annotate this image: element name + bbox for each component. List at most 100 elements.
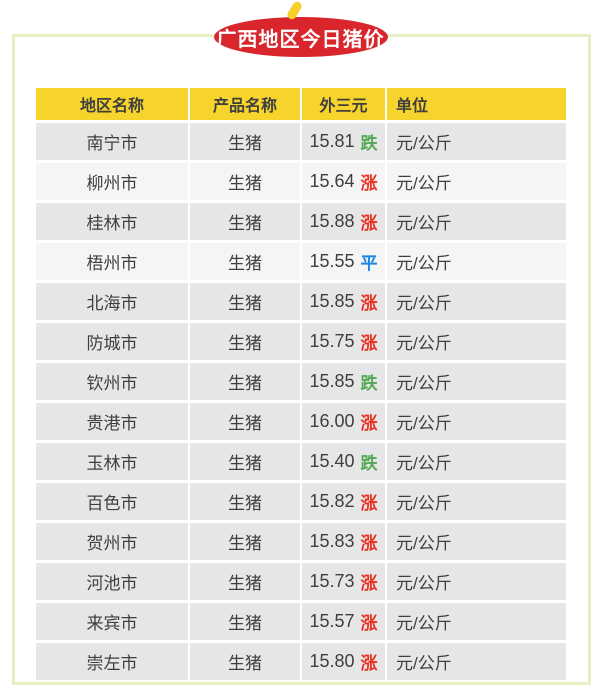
price-value: 15.55 xyxy=(309,251,355,271)
product-cell: 生猪 xyxy=(190,643,300,680)
price-table: 地区名称 产品名称 外三元 单位 南宁市 生猪 15.81 跌 元/公斤 柳州市… xyxy=(36,88,566,683)
price-cell: 15.81 跌 xyxy=(302,123,385,160)
table-row: 贵港市 生猪 16.00 涨 元/公斤 xyxy=(36,403,566,440)
region-cell: 贺州市 xyxy=(36,523,188,560)
price-value: 15.82 xyxy=(309,491,355,511)
price-value: 15.88 xyxy=(309,211,355,231)
table-row: 贺州市 生猪 15.83 涨 元/公斤 xyxy=(36,523,566,560)
trend-label: 跌 xyxy=(360,374,378,393)
trend-label: 跌 xyxy=(360,454,378,473)
table-row: 桂林市 生猪 15.88 涨 元/公斤 xyxy=(36,203,566,240)
table-body: 南宁市 生猪 15.81 跌 元/公斤 柳州市 生猪 15.64 涨 元/公斤 … xyxy=(36,123,566,680)
price-value: 16.00 xyxy=(309,411,355,431)
price-cell: 15.80 涨 xyxy=(302,643,385,680)
trend-label: 平 xyxy=(360,254,378,273)
unit-cell: 元/公斤 xyxy=(387,523,566,560)
product-cell: 生猪 xyxy=(190,523,300,560)
region-cell: 钦州市 xyxy=(36,363,188,400)
price-value: 15.75 xyxy=(309,331,355,351)
unit-cell: 元/公斤 xyxy=(387,443,566,480)
price-cell: 15.85 涨 xyxy=(302,283,385,320)
table-row: 崇左市 生猪 15.80 涨 元/公斤 xyxy=(36,643,566,680)
product-cell: 生猪 xyxy=(190,363,300,400)
product-cell: 生猪 xyxy=(190,403,300,440)
unit-cell: 元/公斤 xyxy=(387,243,566,280)
header-cell-region: 地区名称 xyxy=(36,88,188,120)
header-cell-unit: 单位 xyxy=(387,88,566,120)
unit-cell: 元/公斤 xyxy=(387,283,566,320)
trend-label: 涨 xyxy=(360,534,378,553)
product-cell: 生猪 xyxy=(190,163,300,200)
region-cell: 柳州市 xyxy=(36,163,188,200)
price-value: 15.85 xyxy=(309,291,355,311)
table-row: 河池市 生猪 15.73 涨 元/公斤 xyxy=(36,563,566,600)
table-row: 北海市 生猪 15.85 涨 元/公斤 xyxy=(36,283,566,320)
price-cell: 15.73 涨 xyxy=(302,563,385,600)
region-cell: 来宾市 xyxy=(36,603,188,640)
unit-cell: 元/公斤 xyxy=(387,203,566,240)
price-value: 15.80 xyxy=(309,651,355,671)
table-row: 柳州市 生猪 15.64 涨 元/公斤 xyxy=(36,163,566,200)
price-cell: 15.55 平 xyxy=(302,243,385,280)
price-value: 15.81 xyxy=(309,131,355,151)
price-value: 15.73 xyxy=(309,571,355,591)
price-value: 15.85 xyxy=(309,371,355,391)
product-cell: 生猪 xyxy=(190,483,300,520)
trend-label: 涨 xyxy=(360,294,378,313)
page-title-badge: 广西地区今日猪价 xyxy=(213,17,388,57)
region-cell: 崇左市 xyxy=(36,643,188,680)
page-title: 广西地区今日猪价 xyxy=(216,28,385,51)
product-cell: 生猪 xyxy=(190,123,300,160)
trend-label: 涨 xyxy=(360,574,378,593)
product-cell: 生猪 xyxy=(190,603,300,640)
region-cell: 北海市 xyxy=(36,283,188,320)
trend-label: 涨 xyxy=(360,494,378,513)
price-cell: 15.57 涨 xyxy=(302,603,385,640)
price-value: 15.83 xyxy=(309,531,355,551)
price-cell: 15.64 涨 xyxy=(302,163,385,200)
trend-label: 涨 xyxy=(360,334,378,353)
trend-label: 涨 xyxy=(360,654,378,673)
trend-label: 涨 xyxy=(360,614,378,633)
table-row: 钦州市 生猪 15.85 跌 元/公斤 xyxy=(36,363,566,400)
trend-label: 涨 xyxy=(360,174,378,193)
table-row: 来宾市 生猪 15.57 涨 元/公斤 xyxy=(36,603,566,640)
table-header-row: 地区名称 产品名称 外三元 单位 xyxy=(36,88,566,120)
region-cell: 桂林市 xyxy=(36,203,188,240)
price-cell: 15.40 跌 xyxy=(302,443,385,480)
price-value: 15.40 xyxy=(309,451,355,471)
region-cell: 南宁市 xyxy=(36,123,188,160)
header-cell-product: 产品名称 xyxy=(190,88,300,120)
table-row: 玉林市 生猪 15.40 跌 元/公斤 xyxy=(36,443,566,480)
product-cell: 生猪 xyxy=(190,243,300,280)
price-cell: 15.75 涨 xyxy=(302,323,385,360)
table-row: 梧州市 生猪 15.55 平 元/公斤 xyxy=(36,243,566,280)
unit-cell: 元/公斤 xyxy=(387,323,566,360)
price-cell: 15.82 涨 xyxy=(302,483,385,520)
region-cell: 百色市 xyxy=(36,483,188,520)
unit-cell: 元/公斤 xyxy=(387,643,566,680)
region-cell: 玉林市 xyxy=(36,443,188,480)
header-cell-price: 外三元 xyxy=(302,88,385,120)
unit-cell: 元/公斤 xyxy=(387,163,566,200)
product-cell: 生猪 xyxy=(190,443,300,480)
region-cell: 贵港市 xyxy=(36,403,188,440)
price-value: 15.57 xyxy=(309,611,355,631)
table-row: 防城市 生猪 15.75 涨 元/公斤 xyxy=(36,323,566,360)
product-cell: 生猪 xyxy=(190,563,300,600)
unit-cell: 元/公斤 xyxy=(387,363,566,400)
table-row: 百色市 生猪 15.82 涨 元/公斤 xyxy=(36,483,566,520)
region-cell: 梧州市 xyxy=(36,243,188,280)
trend-label: 跌 xyxy=(360,134,378,153)
price-value: 15.64 xyxy=(309,171,355,191)
trend-label: 涨 xyxy=(360,214,378,233)
unit-cell: 元/公斤 xyxy=(387,403,566,440)
unit-cell: 元/公斤 xyxy=(387,483,566,520)
table-row: 南宁市 生猪 15.81 跌 元/公斤 xyxy=(36,123,566,160)
unit-cell: 元/公斤 xyxy=(387,603,566,640)
price-cell: 16.00 涨 xyxy=(302,403,385,440)
region-cell: 防城市 xyxy=(36,323,188,360)
product-cell: 生猪 xyxy=(190,283,300,320)
trend-label: 涨 xyxy=(360,414,378,433)
product-cell: 生猪 xyxy=(190,323,300,360)
